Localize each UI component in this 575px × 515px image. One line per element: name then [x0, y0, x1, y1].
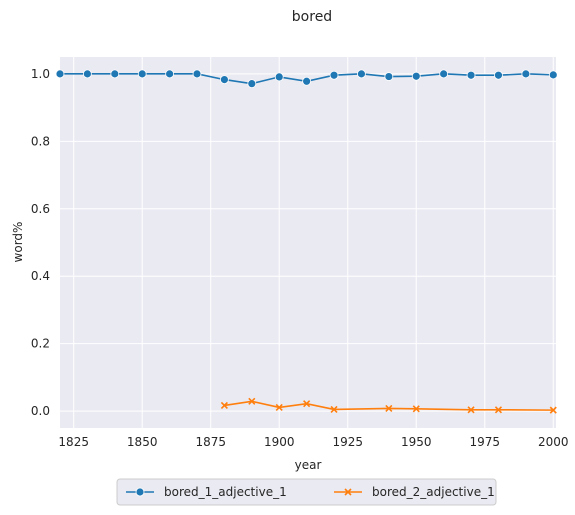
- plot-area: [60, 57, 556, 428]
- y-tick-label: 0.6: [31, 202, 50, 216]
- legend-label: bored_1_adjective_1: [164, 485, 287, 499]
- x-tick-label: 1900: [264, 435, 295, 449]
- x-tick-label: 1975: [469, 435, 500, 449]
- data-point: [384, 72, 394, 81]
- data-point: [302, 76, 312, 86]
- legend-marker: [344, 488, 352, 496]
- x-tick-label: 1925: [332, 435, 363, 449]
- data-point: [548, 70, 558, 80]
- data-point: [110, 69, 120, 79]
- data-point: [385, 404, 393, 413]
- y-tick-label: 0.2: [31, 337, 50, 351]
- y-tick-label: 1.0: [31, 67, 50, 81]
- data-point: [466, 70, 476, 80]
- data-point: [220, 75, 229, 84]
- x-tick-label: 1825: [58, 435, 89, 449]
- chart-title: bored: [292, 9, 332, 25]
- data-point: [303, 400, 311, 408]
- data-point: [467, 406, 475, 414]
- series-1: [55, 69, 558, 89]
- x-tick-label: 2000: [538, 435, 569, 449]
- y-tick-label: 0.4: [31, 269, 50, 283]
- data-point: [137, 69, 147, 79]
- data-point: [330, 405, 338, 414]
- x-axis-label: year: [295, 458, 322, 472]
- data-point: [494, 70, 503, 80]
- data-point: [494, 406, 503, 414]
- data-point: [247, 79, 257, 89]
- legend-marker: [135, 487, 145, 497]
- y-tick-label: 0.0: [31, 404, 50, 418]
- legend-frame: [116, 478, 497, 506]
- data-point: [411, 71, 421, 81]
- y-tick-labels: 0.0 0.2 0.4 0.6 0.8 1.0: [31, 67, 50, 418]
- data-point: [329, 70, 339, 80]
- x-tick-label: 1875: [195, 435, 226, 449]
- x-tick-labels: 1825 1850 1875 1900 1925 1950 1975 2000: [58, 435, 568, 449]
- data-point: [55, 69, 65, 79]
- data-point: [549, 406, 557, 414]
- series-line: [224, 400, 554, 411]
- data-point: [83, 69, 92, 79]
- data-point: [220, 401, 228, 409]
- x-tick-label: 1850: [127, 435, 158, 449]
- series-layer: [55, 69, 558, 414]
- data-point: [248, 397, 256, 405]
- x-tick-label: 1950: [401, 435, 432, 449]
- legend-label: bored_2_adjective_1: [372, 485, 495, 499]
- data-point: [357, 69, 366, 79]
- data-point: [439, 69, 449, 79]
- data-point: [274, 72, 284, 82]
- series-2: [220, 397, 557, 414]
- data-point: [275, 403, 283, 411]
- y-tick-label: 0.8: [31, 134, 50, 148]
- y-axis-label: word%: [11, 222, 25, 263]
- data-point: [165, 69, 175, 79]
- data-point: [521, 69, 531, 79]
- data-point: [192, 69, 202, 79]
- legend: bored_1_adjective_1 bored_2_adjective_1: [116, 478, 497, 506]
- data-point: [412, 405, 420, 413]
